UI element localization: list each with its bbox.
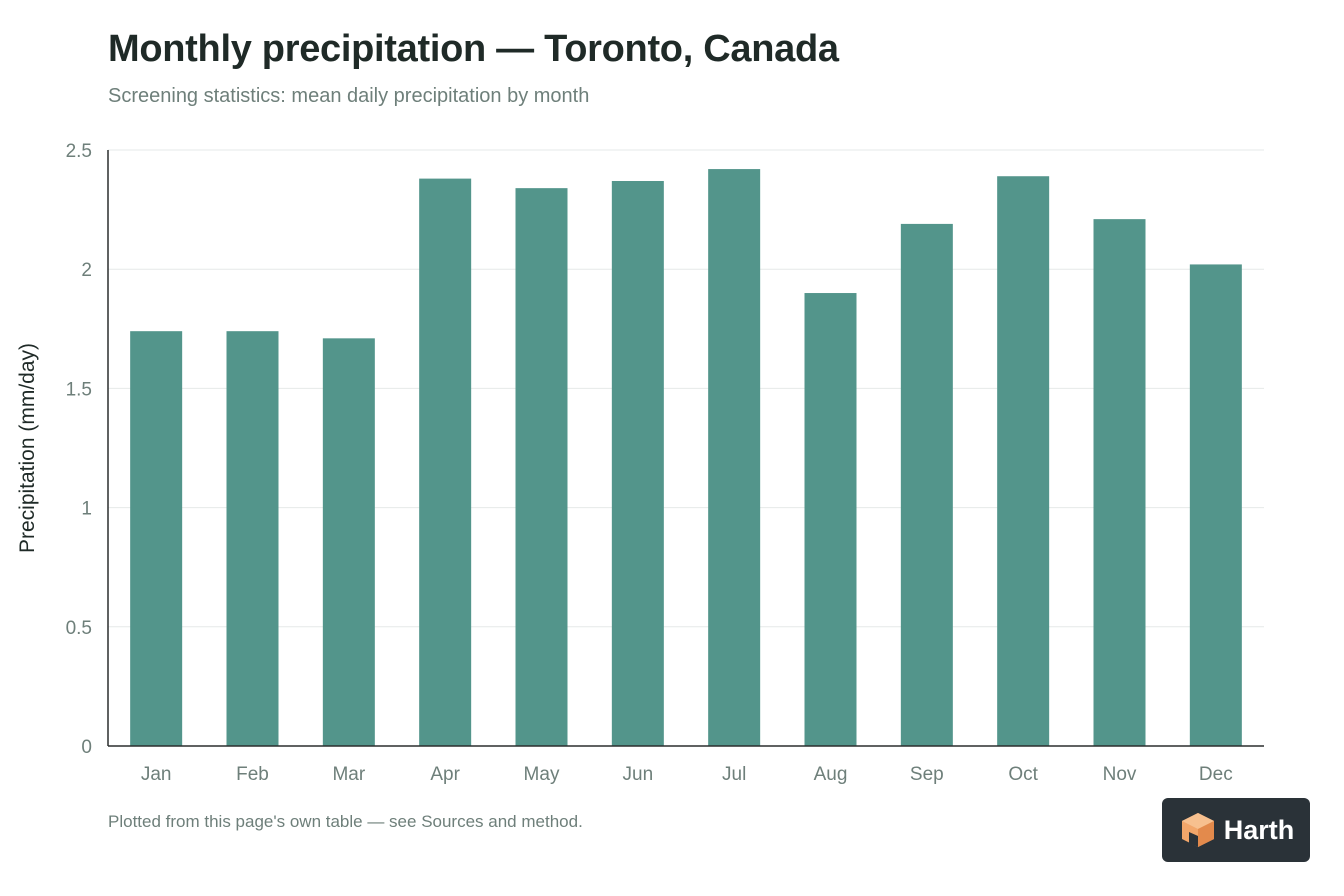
bar-mar [322, 338, 375, 746]
x-tick-label: Sep [910, 764, 944, 785]
bar-oct [997, 176, 1050, 746]
bar-jun [611, 180, 664, 746]
bar-jul [708, 169, 761, 746]
x-tick-label: Apr [430, 764, 460, 785]
x-tick-label: Feb [236, 764, 269, 785]
chart-title: Monthly precipitation — Toronto, Canada [108, 28, 839, 70]
x-tick-label: Jul [722, 764, 746, 785]
x-tick-label: Nov [1103, 764, 1137, 785]
bar-apr [419, 178, 472, 746]
bar-aug [804, 293, 857, 746]
x-tick-label: Mar [332, 764, 365, 785]
x-tick-label: Jun [623, 764, 654, 785]
x-tick-label: Oct [1008, 764, 1038, 785]
x-tick-label: Dec [1199, 764, 1233, 785]
bar-nov [1093, 219, 1146, 747]
harth-logo: Harth [1162, 798, 1310, 862]
x-tick-label: Jan [141, 764, 172, 785]
y-tick-label: 0 [81, 737, 92, 758]
footnote: Plotted from this page's own table — see… [108, 812, 583, 831]
bar-may [515, 188, 568, 747]
y-axis-label: Precipitation (mm/day) [16, 343, 39, 553]
y-tick-label: 1.5 [66, 379, 92, 400]
x-tick-label: May [524, 764, 560, 785]
y-tick-label: 0.5 [66, 618, 92, 639]
y-tick-label: 1 [81, 499, 92, 520]
y-tick-label: 2.5 [66, 141, 92, 162]
bar-feb [226, 331, 279, 746]
logo-text: Harth [1223, 814, 1295, 845]
y-tick-label: 2 [81, 260, 92, 281]
bar-dec [1189, 264, 1242, 746]
x-tick-label: Aug [814, 764, 848, 785]
bar-jan [130, 331, 183, 746]
cube-logo-icon [1181, 813, 1214, 847]
bar-sep [900, 223, 953, 747]
chart-subtitle: Screening statistics: mean daily precipi… [108, 85, 590, 107]
